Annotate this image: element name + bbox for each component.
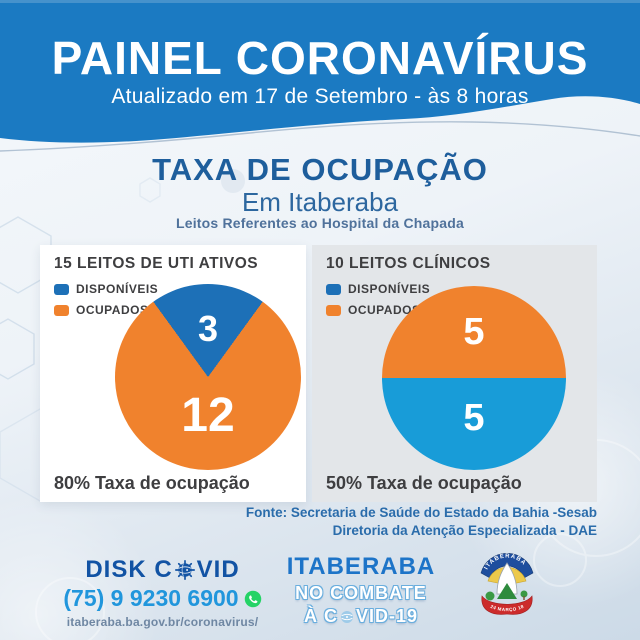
clinical-pie-chart: 5 5 xyxy=(382,286,566,470)
disk-covid-block: DISK C VID (75) 9 9230 6900 it xyxy=(35,556,290,629)
uti-card-title: 15 LEITOS DE UTI ATIVOS xyxy=(54,255,259,272)
phone-number: (75) 9 9230 6900 xyxy=(63,585,239,611)
legend-item-disponiveis: DISPONÍVEIS xyxy=(54,282,158,296)
legend-swatch-blue xyxy=(54,283,69,295)
campaign-text-right: VID-19 xyxy=(355,606,419,626)
section-note: Leitos Referentes ao Hospital da Chapada xyxy=(175,215,465,231)
source-line-1: Fonte: Secretaria de Saúde do Estado da … xyxy=(245,505,597,520)
clinical-legend: DISPONÍVEIS OCUPADOS xyxy=(326,282,430,324)
legend-label: DISPONÍVEIS xyxy=(76,282,159,296)
banner-wave xyxy=(0,0,640,152)
disk-covid-phone: (75) 9 9230 6900 xyxy=(35,585,290,612)
campaign-city-name: ITABERABA xyxy=(286,553,436,580)
legend-item-ocupados: OCUPADOS xyxy=(54,303,158,317)
legend-swatch-blue xyxy=(326,283,341,295)
clinical-card-title: 10 LEITOS CLÍNICOS xyxy=(326,255,491,272)
page-title: PAINEL CORONAVÍRUS xyxy=(51,32,589,84)
uti-pie-chart: 3 12 xyxy=(115,284,301,470)
section-title: TAXA DE OCUPAÇÃO xyxy=(152,152,488,187)
clinical-available-value: 5 xyxy=(463,397,485,440)
legend-label: OCUPADOS xyxy=(76,303,149,317)
uti-available-value: 3 xyxy=(197,307,219,349)
section-subtitle: Em Itaberaba xyxy=(241,187,399,217)
legend-swatch-orange xyxy=(326,304,341,316)
clinical-occupied-value: 5 xyxy=(463,311,485,353)
itaberaba-municipal-seal: ITABERABA 24 MARÇO 1877 xyxy=(476,547,534,615)
uti-occupied-value: 12 xyxy=(181,389,235,443)
campaign-line-2: NO COMBATE xyxy=(295,583,427,603)
uti-occupancy-rate: 80% Taxa de ocupação xyxy=(54,473,250,493)
source-line-2: Diretoria da Atenção Especializada - DAE xyxy=(332,522,597,538)
disk-covid-text-right: VID xyxy=(196,556,240,583)
uti-beds-card: 15 LEITOS DE UTI ATIVOS DISPONÍVEIS OCUP… xyxy=(40,245,306,502)
campaign-block: ITABERABA NO COMBATE À C VID-19 xyxy=(272,553,450,627)
legend-label: OCUPADOS xyxy=(348,303,421,317)
campaign-text-left: À C xyxy=(303,606,338,626)
whatsapp-icon xyxy=(244,590,261,607)
clinical-occupancy-rate: 50% Taxa de ocupação xyxy=(326,473,522,493)
data-source: Fonte: Secretaria de Saúde do Estado da … xyxy=(246,504,597,539)
legend-label: DISPONÍVEIS xyxy=(348,282,431,296)
virus-globe-icon xyxy=(174,560,195,580)
legend-item-ocupados: OCUPADOS xyxy=(326,303,430,317)
legend-item-disponiveis: DISPONÍVEIS xyxy=(326,282,430,296)
disk-covid-text-left: DISK C xyxy=(85,556,173,583)
last-updated-text: Atualizado em 17 de Setembro - às 8 hora… xyxy=(111,85,529,108)
uti-legend: DISPONÍVEIS OCUPADOS xyxy=(54,282,158,324)
campaign-line-3: À C VID-19 xyxy=(272,606,450,627)
legend-swatch-orange xyxy=(54,304,69,316)
clinical-beds-card: 10 LEITOS CLÍNICOS DISPONÍVEIS OCUPADOS … xyxy=(312,245,597,502)
virus-globe-icon xyxy=(340,610,353,623)
disk-covid-title: DISK C VID xyxy=(35,556,290,584)
coronavirus-url-link[interactable]: itaberaba.ba.gov.br/coronavirus/ xyxy=(66,615,259,629)
